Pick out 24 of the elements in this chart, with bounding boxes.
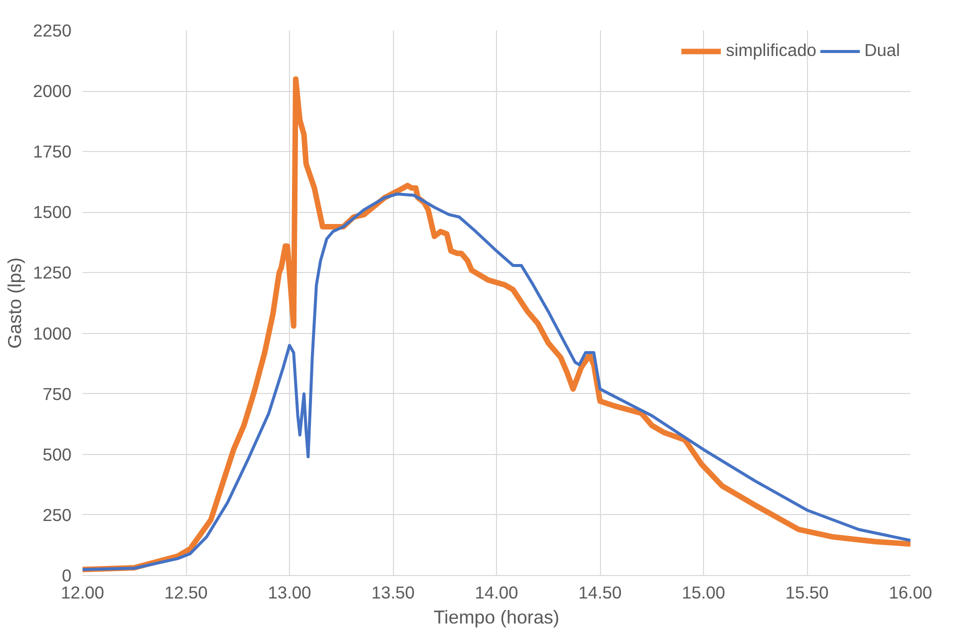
x-tick-label: 16.00 [888,582,932,602]
line-series [82,192,910,571]
y-tick-label: 750 [42,384,72,404]
x-tick-label: 12.00 [60,582,104,602]
x-tick-label: 14.50 [578,582,622,602]
y-tick-label: 1000 [32,323,72,344]
x-tick-label: 14.00 [474,582,518,602]
x-tick-label: 13.00 [268,582,312,602]
y-tick-label: 2250 [32,20,72,40]
x-tick-label: 15.50 [785,582,829,602]
legend-label: simplificado [726,40,816,61]
y-tick-label: 500 [42,444,72,464]
y-tick-label: 1250 [32,262,72,283]
y-axis-title: Gasto (lps) [4,257,25,349]
y-tick-label: 1500 [32,202,72,222]
y-tick-label: 250 [42,504,72,525]
y-tick-label: 2000 [32,81,72,102]
x-tick-label: 13.50 [371,582,415,602]
x-axis-title: Tiempo (horas) [434,606,560,628]
y-tick-label: 1750 [32,142,72,162]
y-tick-label: 0 [62,566,72,586]
x-tick-label: 12.50 [164,582,208,602]
legend-label: Dual [864,40,900,61]
x-tick-label: 15.00 [682,582,726,602]
